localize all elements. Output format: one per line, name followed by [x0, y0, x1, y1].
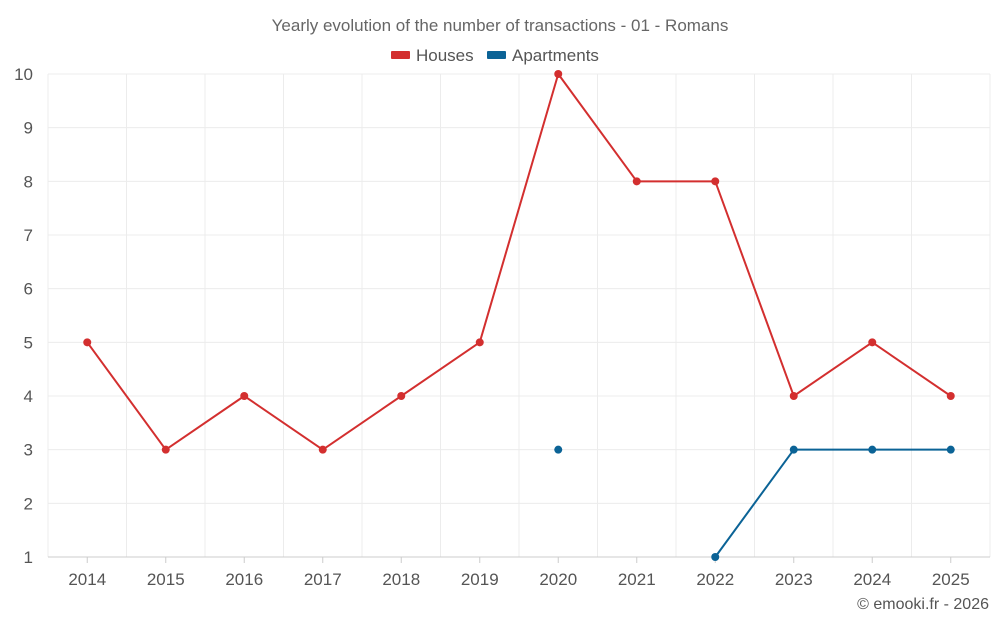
data-point-houses[interactable] [789, 392, 798, 400]
legend-label-houses[interactable]: Houses [416, 46, 474, 65]
series-layer [83, 70, 955, 561]
x-tick-label: 2019 [461, 570, 499, 589]
y-tick-label: 4 [24, 387, 33, 406]
legend: Houses Apartments [391, 46, 599, 65]
grid [47, 73, 991, 558]
data-point-apartments[interactable] [789, 445, 798, 454]
y-tick-label: 3 [24, 441, 33, 460]
y-tick-label: 7 [24, 226, 33, 245]
y-tick-label: 2 [24, 494, 33, 513]
credit-text: © emooki.fr - 2026 [857, 596, 989, 613]
legend-swatch-apartments [487, 51, 506, 59]
x-tick-label: 2023 [775, 570, 813, 589]
x-tick-label: 2025 [932, 570, 970, 589]
data-point-houses[interactable] [83, 338, 92, 347]
x-tick-label: 2021 [618, 570, 656, 589]
data-point-houses[interactable] [632, 177, 641, 186]
x-tick-label: 2020 [539, 570, 577, 589]
series-line-apartments [714, 448, 951, 558]
legend-label-apartments[interactable]: Apartments [512, 46, 599, 65]
data-point-apartments[interactable] [946, 445, 955, 454]
x-tick-label: 2016 [225, 570, 263, 589]
data-point-houses[interactable] [397, 392, 406, 400]
y-tick-label: 1 [24, 548, 33, 567]
data-point-apartments[interactable] [868, 445, 877, 454]
y-axis: 1 2 3 4 5 6 7 8 9 10 [14, 65, 33, 567]
y-tick-label: 8 [24, 172, 33, 191]
data-point-houses[interactable] [868, 338, 877, 347]
y-tick-label: 6 [24, 280, 33, 299]
x-tick-label: 2017 [304, 570, 342, 589]
x-tick-label: 2014 [68, 570, 106, 589]
series-line-houses [86, 73, 952, 451]
legend-swatch-houses [391, 51, 410, 59]
chart-title: Yearly evolution of the number of transa… [272, 16, 729, 35]
x-tick-label: 2015 [147, 570, 185, 589]
x-tick-label: 2024 [853, 570, 891, 589]
data-point-apartments[interactable] [554, 445, 563, 454]
data-point-houses[interactable] [946, 392, 955, 400]
data-point-houses[interactable] [554, 70, 563, 78]
x-tick-label: 2022 [696, 570, 734, 589]
data-point-houses[interactable] [240, 392, 249, 400]
x-tick-label: 2018 [382, 570, 420, 589]
y-tick-label: 10 [14, 65, 33, 84]
y-tick-label: 5 [24, 333, 33, 352]
x-axis: 2014 2015 2016 2017 2018 2019 2020 2021 2022 2023… [48, 556, 990, 589]
data-point-houses[interactable] [475, 338, 484, 347]
data-point-houses[interactable] [711, 177, 720, 186]
data-point-houses[interactable] [161, 445, 170, 454]
data-point-apartments[interactable] [711, 553, 720, 561]
y-tick-label: 9 [24, 119, 33, 138]
data-point-houses[interactable] [318, 445, 327, 454]
